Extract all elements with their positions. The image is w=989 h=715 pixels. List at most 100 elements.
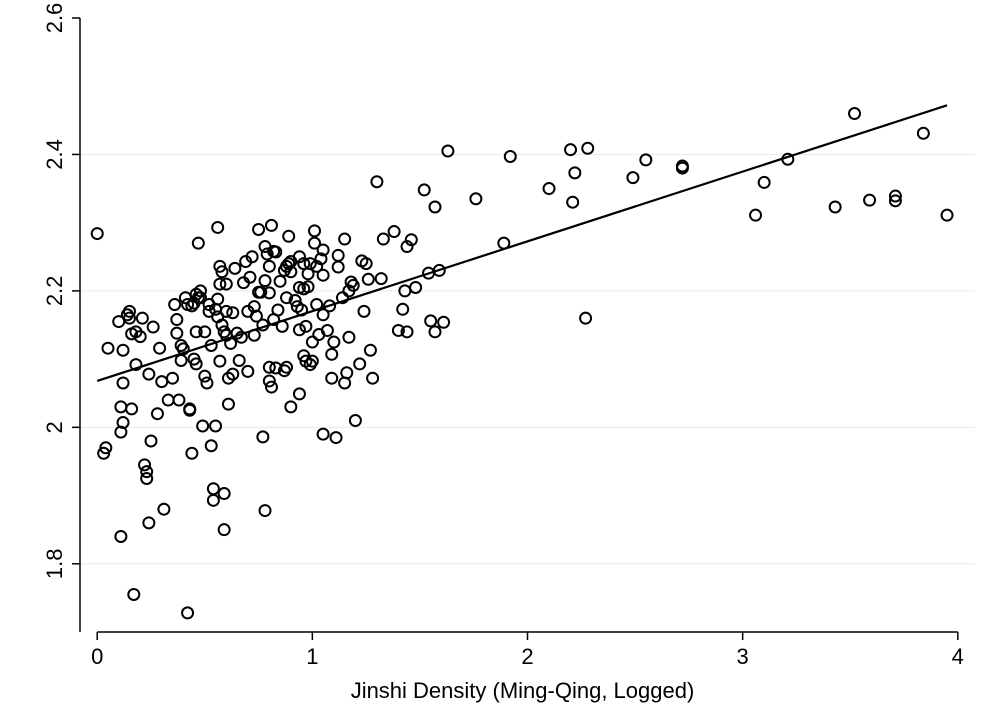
data-point [370, 175, 384, 189]
data-point [161, 393, 175, 407]
data-point [325, 371, 339, 385]
data-point [258, 504, 272, 518]
data-point [226, 367, 240, 381]
data-point [252, 222, 266, 236]
data-point [157, 502, 171, 516]
data-point [327, 335, 341, 349]
data-point [579, 311, 593, 325]
data-point [428, 325, 442, 339]
data-point [303, 257, 317, 271]
data-point [254, 285, 268, 299]
data-point [331, 260, 345, 274]
x-axis-ticks: 0 1 2 3 4 [91, 632, 964, 669]
data-point [114, 400, 128, 414]
data-point [400, 240, 414, 254]
data-point [129, 358, 143, 372]
data-point [404, 233, 418, 247]
data-point [262, 360, 276, 374]
data-point [863, 193, 877, 207]
data-point [140, 465, 154, 479]
data-point [316, 308, 330, 322]
data-point [99, 441, 113, 455]
data-point [166, 371, 180, 385]
data-point [262, 374, 276, 388]
data-point [101, 341, 115, 355]
data-point [155, 375, 169, 389]
data-point [193, 291, 207, 305]
data-point [325, 347, 339, 361]
data-point [144, 434, 158, 448]
data-point [828, 200, 842, 214]
data-points [90, 107, 954, 620]
data-point [219, 304, 233, 318]
data-point [299, 319, 313, 333]
gridlines [80, 153, 975, 565]
data-point [189, 325, 203, 339]
data-point [568, 166, 582, 180]
data-point [264, 380, 278, 394]
data-point [215, 265, 229, 279]
data-point [564, 143, 578, 157]
data-point [363, 343, 377, 357]
data-point [626, 171, 640, 185]
data-point [280, 360, 294, 374]
data-point [639, 153, 653, 167]
data-point [170, 313, 184, 327]
data-point [359, 257, 373, 271]
x-tick-label: 1 [306, 644, 318, 669]
data-point [90, 227, 104, 241]
data-point [213, 277, 227, 291]
x-tick-label: 4 [952, 644, 964, 669]
data-point [340, 366, 354, 380]
data-point [114, 529, 128, 543]
x-axis-title: Jinshi Density (Ming-Qing, Logged) [351, 678, 695, 703]
y-tick-label: 2.4 [42, 139, 67, 170]
data-point [146, 320, 160, 334]
data-point [316, 268, 330, 282]
data-point [387, 225, 401, 239]
data-point [181, 606, 195, 620]
data-point [338, 232, 352, 246]
data-point [338, 376, 352, 390]
data-point [206, 493, 220, 507]
data-point [428, 200, 442, 214]
data-point [280, 291, 294, 305]
data-point [249, 309, 263, 323]
data-point [204, 439, 218, 453]
data-point [417, 183, 431, 197]
data-point [346, 278, 360, 292]
data-point [221, 397, 235, 411]
data-point [301, 280, 315, 294]
data-point [749, 208, 763, 222]
data-point [217, 487, 231, 501]
data-point [437, 315, 451, 329]
data-point [193, 284, 207, 298]
data-point [262, 259, 276, 273]
data-point [183, 403, 197, 417]
data-point [292, 250, 306, 264]
x-tick-label: 2 [521, 644, 533, 669]
data-point [308, 224, 322, 238]
data-point [757, 175, 771, 189]
x-tick-label: 3 [737, 644, 749, 669]
data-point [140, 472, 154, 485]
data-point [176, 342, 190, 356]
data-point [241, 364, 255, 378]
data-point [219, 277, 233, 291]
data-point [153, 341, 167, 355]
data-point [127, 587, 141, 601]
data-point [409, 280, 423, 294]
data-point [323, 299, 337, 313]
data-point [353, 357, 367, 371]
data-point [122, 311, 136, 325]
data-point [198, 369, 212, 383]
data-point [243, 270, 257, 284]
data-point [138, 458, 152, 472]
data-point [211, 220, 225, 234]
data-point [245, 250, 259, 264]
data-point [316, 243, 330, 257]
data-point [260, 247, 274, 261]
data-point [226, 306, 240, 320]
data-point [232, 353, 246, 367]
data-point [374, 272, 388, 286]
